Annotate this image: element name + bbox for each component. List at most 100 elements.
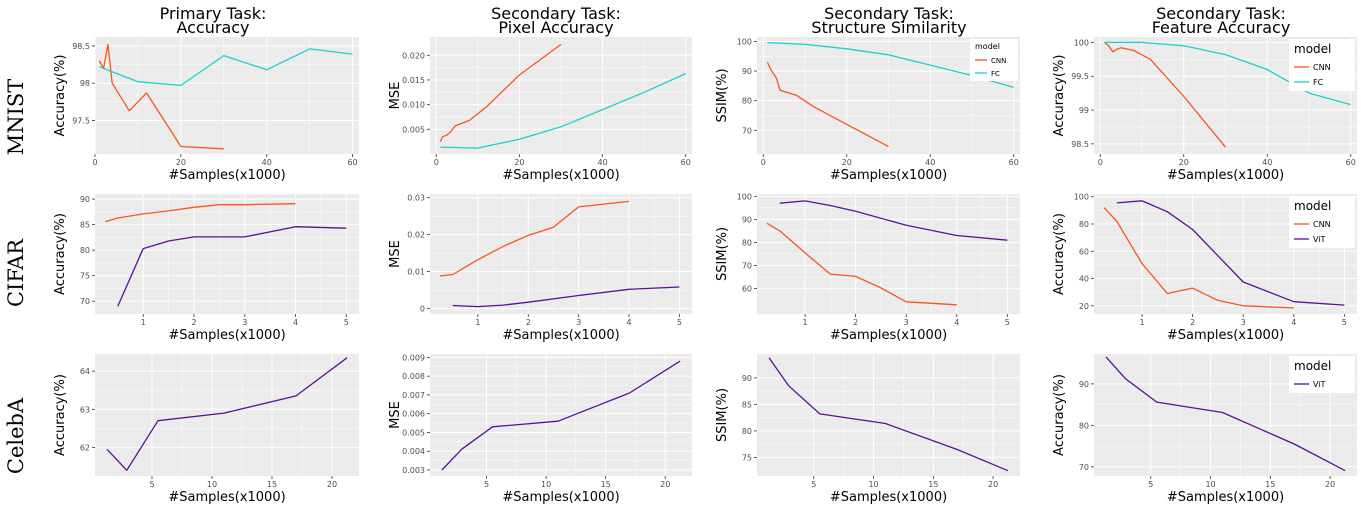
series-line-2 [440, 72, 687, 149]
y-tick-label: 0.005 [402, 428, 425, 437]
x-axis-label: #Samples(x1000) [1167, 328, 1284, 343]
series-line-1 [768, 357, 1009, 472]
x-tick-label: 10 [207, 480, 217, 489]
series-line-1 [441, 360, 681, 471]
x-tick-label: 15 [1265, 480, 1275, 489]
x-tick-label: 5 [677, 318, 682, 327]
x-tick-label: 3 [904, 318, 909, 327]
series-line-2 [452, 286, 680, 308]
legend-label-fc: FC [991, 70, 1000, 78]
chart-panel-r2-c2: 1 2 3 4 5 0 0.01 0.02 0.03 #Samples(x1000) MSE [388, 194, 692, 343]
series-line-1 [766, 61, 889, 148]
x-tick-label: 3 [576, 318, 581, 327]
chart-panel-r3-c3: 5 10 15 20 75 80 85 90 #Samples(x1000) SSIM(%) [715, 354, 1020, 505]
series-line-2 [99, 48, 353, 87]
y-axis-label: MSE [388, 240, 403, 268]
y-tick-label: 100 [737, 37, 752, 46]
y-tick-label: 0.006 [402, 410, 425, 419]
x-axis-label: #Samples(x1000) [830, 328, 947, 343]
series-line-1 [1103, 207, 1294, 309]
column-title-1-line-1: Primary Task: [160, 4, 267, 23]
x-tick-label: 60 [347, 158, 357, 167]
x-tick-label: 0 [92, 158, 97, 167]
x-tick-label: 40 [597, 158, 607, 167]
chart-panel-r3-c4: 5 10 15 20 70 80 90 #Samples(x1000) Accuracy(%) m… [1052, 354, 1357, 505]
x-tick-label: 20 [1179, 158, 1189, 167]
x-tick-label: 0 [434, 158, 439, 167]
y-axis-label: SSIM(%) [715, 68, 730, 122]
x-tick-label: 5 [344, 318, 349, 327]
y-tick-label: 98.5 [1071, 140, 1089, 149]
x-tick-label: 5 [149, 480, 154, 489]
y-tick-label: 100 [737, 192, 752, 201]
x-tick-label: 1 [141, 318, 146, 327]
y-tick-label: 64 [80, 367, 90, 376]
x-tick-label: 20 [176, 158, 186, 167]
y-tick-label: 75 [742, 453, 752, 462]
x-tick-label: 15 [601, 480, 611, 489]
x-tick-label: 2 [1190, 318, 1195, 327]
y-tick-label: 90 [742, 374, 752, 383]
y-tick-label: 80 [1079, 421, 1089, 430]
y-tick-label: 70 [1079, 463, 1089, 472]
chart-panel-r1-c3: 0 20 40 60 70 80 90 100 #Samples(x1000) SSIM(%) mo… [715, 37, 1020, 183]
y-tick-label: 0.009 [402, 353, 425, 362]
y-tick-label: 90 [742, 215, 752, 224]
x-tick-label: 10 [1205, 480, 1215, 489]
y-tick-label: 85 [80, 221, 90, 230]
y-tick-label: 80 [742, 427, 752, 436]
x-axis-label: #Samples(x1000) [1167, 168, 1284, 183]
y-tick-label: 0.015 [402, 76, 425, 85]
x-tick-label: 60 [1346, 158, 1356, 167]
x-tick-label: 40 [925, 158, 935, 167]
row-label-cifar: CIFAR [4, 238, 28, 307]
x-tick-label: 20 [988, 480, 998, 489]
y-tick-label: 85 [742, 400, 752, 409]
series-line-1 [105, 203, 296, 223]
chart-panel-r3-c1: 5 10 15 20 62 63 64 #Samples(x1000) Accuracy(%) [53, 354, 359, 505]
legend-title: model [975, 42, 1000, 51]
y-tick-label: 70 [742, 126, 752, 135]
series-line-2 [117, 226, 347, 307]
x-tick-label: 4 [626, 318, 631, 327]
legend-label-cnn: CNN [1313, 63, 1331, 72]
x-tick-label: 2 [853, 318, 858, 327]
series-line-1 [439, 43, 562, 142]
x-tick-label: 60 [1009, 158, 1019, 167]
legend: model CNN FC [970, 39, 1018, 81]
series-line-1 [1105, 356, 1346, 472]
x-tick-label: 20 [514, 158, 524, 167]
series-line-2 [779, 200, 1008, 241]
y-axis-label: SSIM(%) [715, 388, 730, 442]
x-tick-label: 0 [1098, 158, 1103, 167]
x-axis-label: #Samples(x1000) [1167, 490, 1284, 505]
column-title-2-line-1: Secondary Task: [491, 4, 621, 23]
legend: model CNN FC [1289, 39, 1355, 91]
y-axis-label: Accuracy(%) [1052, 213, 1067, 295]
series-line-1 [98, 43, 224, 150]
y-tick-label: 70 [80, 297, 90, 306]
y-tick-label: 75 [80, 272, 90, 281]
series-line-2 [1104, 41, 1351, 106]
y-tick-label: 80 [742, 97, 752, 106]
y-axis-label: Accuracy(%) [1052, 55, 1067, 137]
y-tick-label: 0.007 [402, 391, 425, 400]
legend-title: model [1294, 199, 1331, 213]
x-tick-label: 5 [811, 480, 816, 489]
y-tick-label: 100 [1074, 38, 1089, 47]
y-tick-label: 90 [1079, 380, 1089, 389]
chart-panel-r1-c2: 0 20 40 60 0.005 0.010 0.015 0.020 #Samples(x100… [388, 37, 692, 183]
chart-panel-r1-c4: 0 20 40 60 98.5 99 99.5 100 #Samples(x1000) Accur… [1052, 37, 1357, 183]
x-tick-label: 2 [191, 318, 196, 327]
panel-background [430, 194, 692, 314]
x-tick-label: 5 [484, 480, 489, 489]
x-tick-label: 0 [761, 158, 766, 167]
x-tick-label: 40 [1262, 158, 1272, 167]
y-tick-label: 60 [742, 285, 752, 294]
x-axis-label: #Samples(x1000) [830, 490, 947, 505]
legend-label-vit: ViT [1313, 380, 1326, 389]
chart-panel-r3-c2: 5 10 15 20 0.003 0.004 0.005 0.006 0.007 0.008 0.0… [388, 353, 692, 505]
chart-panel-r2-c4: 1 2 3 4 5 20 40 60 80 100 #Samples(x1000) Accuracy(… [1052, 193, 1357, 343]
y-tick-label: 0 [420, 304, 425, 313]
x-tick-label: 1 [1140, 318, 1145, 327]
